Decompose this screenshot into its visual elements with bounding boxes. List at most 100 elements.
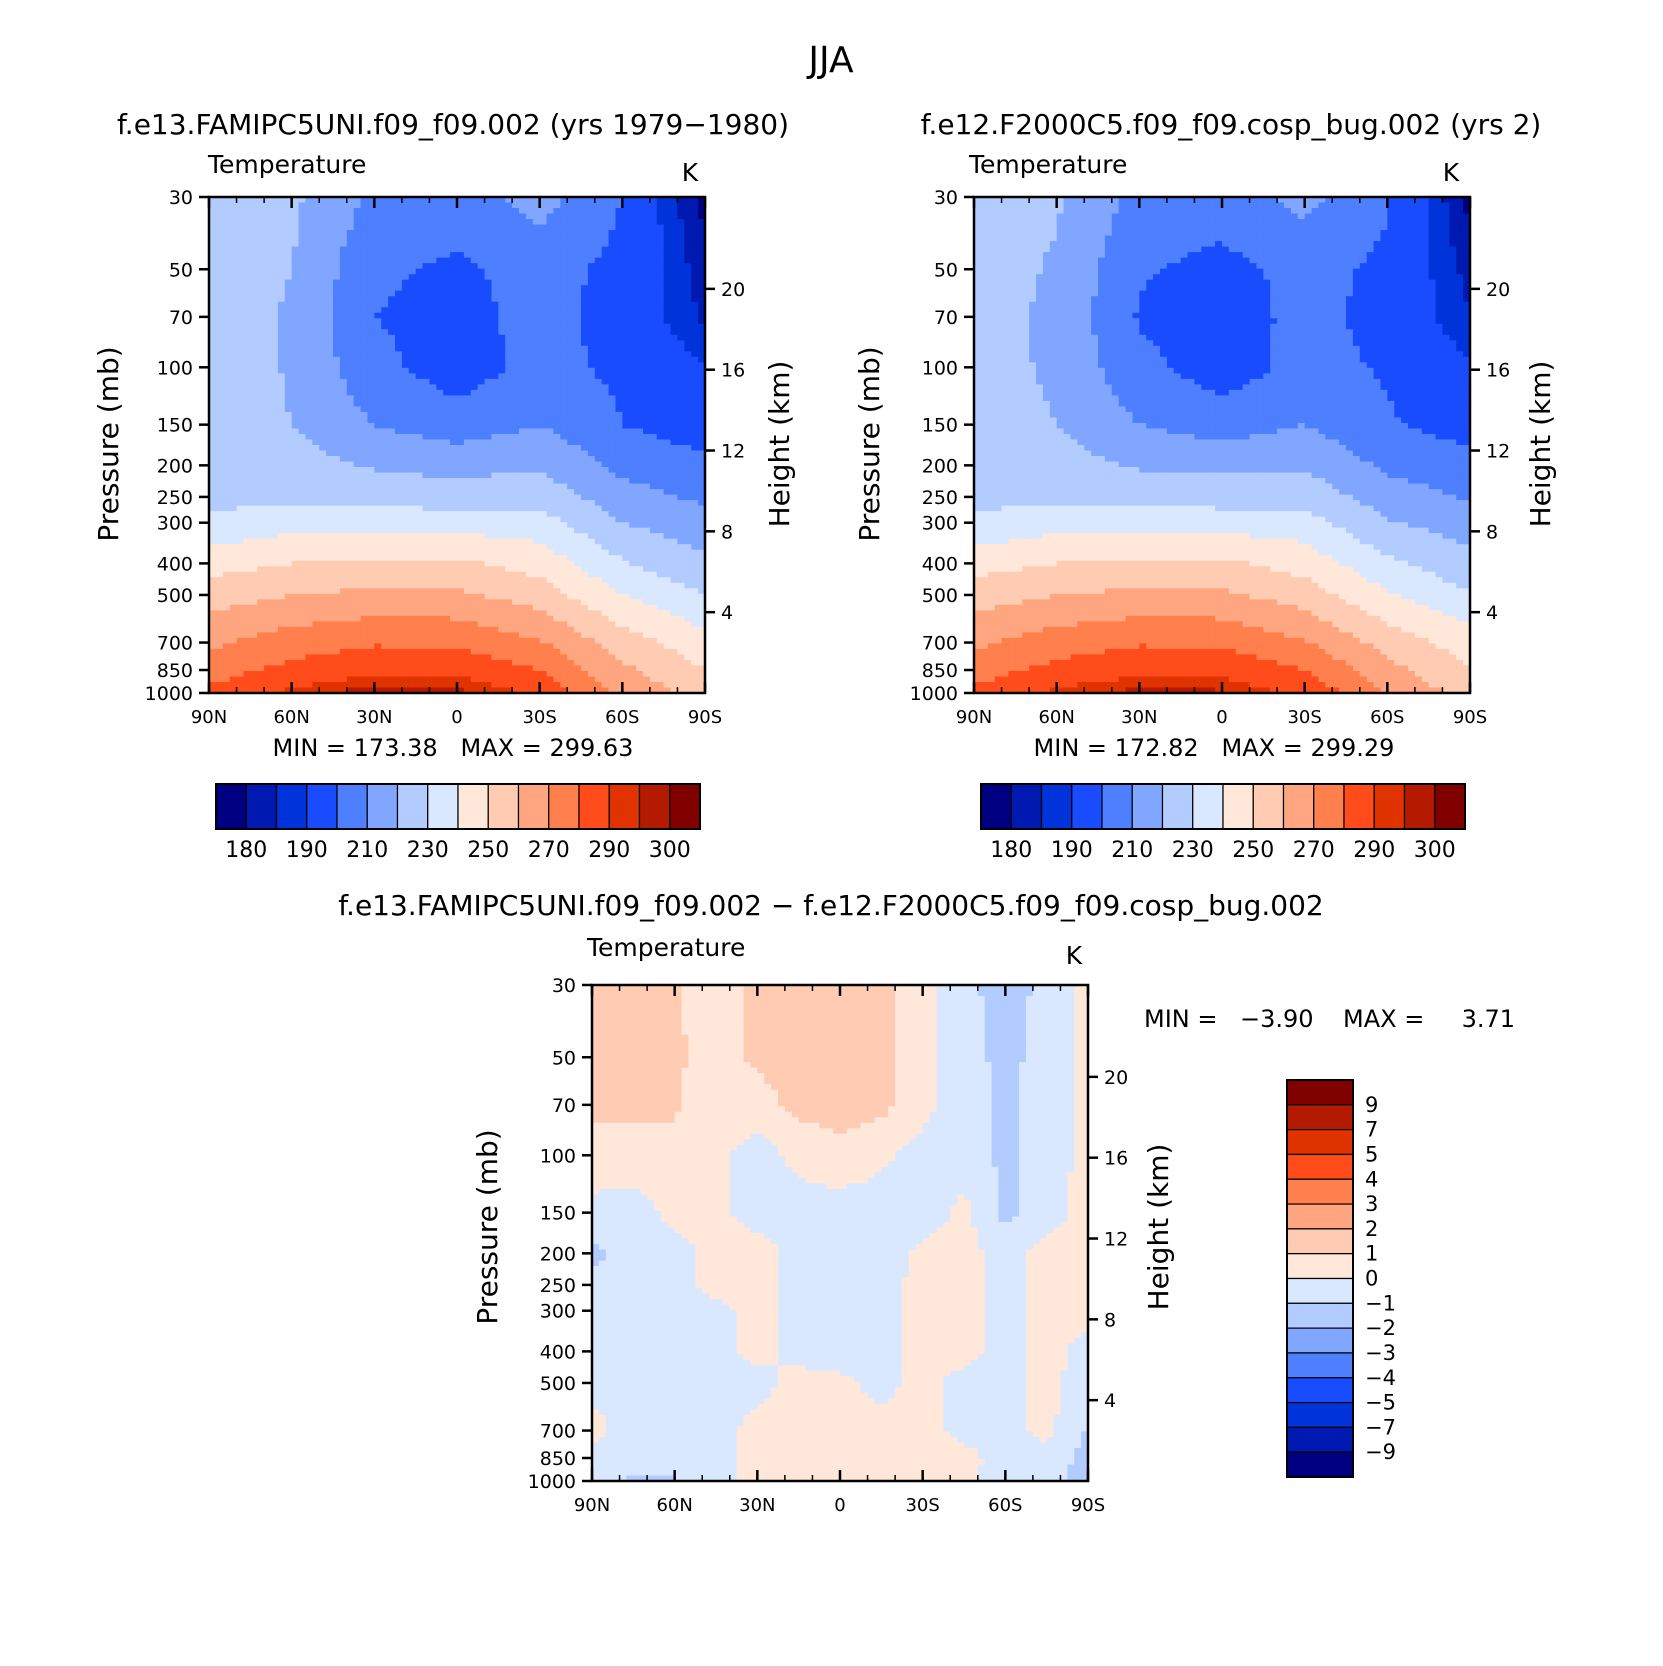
panel-top-left-field-cell [326,378,334,385]
panel-top-left-field-cell [277,560,286,567]
panel-top-left-field-cell [581,467,589,474]
panel-top-left-field-cell [422,285,431,292]
panel-top-left-field-cell [291,213,300,220]
panel-top-left-field-cell [367,356,375,363]
panel-top-left-field-cell [374,566,382,573]
panel-top-left-field-cell [553,566,561,573]
panel-top-left-field-cell [656,489,665,496]
panel-top-left-field-cell [581,461,589,468]
panel-top-left-field-cell [491,334,499,341]
panel-top-left-field-cell [271,522,279,529]
panel-top-left-field-cell [395,406,403,413]
panel-top-left-field-cell [587,378,596,385]
panel-top-left-field-cell [684,417,692,424]
panel-top-left-field-cell [326,351,334,358]
panel-top-left-field-cell [408,422,417,430]
panel-top-left-field-cell [636,257,644,264]
panel-top-left-field-cell [636,400,644,408]
panel-top-left-field-cell [567,263,575,270]
panel-top-left-field-cell [264,500,272,507]
panel-top-left-field-cell [215,389,224,396]
panel-top-left-field-cell [594,356,603,363]
panel-top-left-field-cell [360,241,369,248]
panel-top-left-field-cell [339,522,348,529]
panel-top-left-field-cell [257,461,265,468]
panel-top-left-field-cell [636,345,644,352]
panel-top-left-field-cell [560,340,568,347]
panel-top-left-field-cell [636,478,644,485]
panel-top-left-field-cell [656,478,665,485]
panel-top-left-field-cell [250,312,258,319]
panel-top-left-field-cell [353,202,362,209]
panel-top-left-field-cell [470,263,479,270]
panel-top-left-field-cell [429,252,437,259]
panel-top-left-field-cell [436,422,444,430]
panel-top-left-field-cell [484,290,493,297]
panel-top-left-field-cell [415,522,424,529]
panel-top-left-field-cell [574,527,582,534]
panel-top-left-field-cell [291,483,300,490]
panel-top-left-field-cell [236,274,245,281]
panel-top-left-field-cell [257,472,265,479]
panel-top-left-field-cell [222,417,231,424]
panel-top-left-field-cell [643,367,651,374]
panel-top-left-field-cell [484,428,493,435]
panel-top-left-field-cell [546,285,555,292]
panel-top-left-field-cell [532,400,541,408]
panel-top-left-field-cell [663,224,672,231]
panel-top-left-field-cell [236,285,245,292]
panel-top-left-field-cell [470,213,479,220]
panel-top-left-field-cell [553,411,561,419]
panel-top-left-field-cell [553,252,561,259]
panel-top-left-field-cell [298,533,307,540]
panel-top-left-field-cell [532,456,541,463]
panel-top-left-field-cell [470,362,479,369]
panel-top-left-field-cell [264,445,272,452]
panel-top-left-field-cell [698,235,706,242]
panel-top-left-field-cell [622,202,630,209]
panel-top-left-field-cell [457,252,465,259]
panel-top-left-field-cell [236,257,245,264]
panel-top-left-field-cell [546,356,555,363]
panel-top-left-field-cell [684,472,692,479]
panel-top-left-field-cell [284,489,293,496]
panel-top-left-field-cell [291,571,300,578]
panel-top-left-field-cell [601,461,610,468]
panel-top-left-field-cell [463,533,472,540]
panel-top-left-field-cell [215,527,224,534]
panel-top-left-field-cell [663,560,672,567]
panel-top-left-field-cell [298,224,307,231]
panel-top-left-field-cell [305,384,313,391]
panel-top-left-field-cell [519,411,527,419]
panel-top-left-field-cell [574,224,582,231]
panel-top-left-field-cell [236,268,245,275]
panel-top-left-field-cell [587,400,596,408]
panel-top-left-field-cell [553,505,561,512]
panel-top-left-field-cell [360,472,369,479]
panel-top-left-field-cell [209,296,217,303]
panel-top-left-field-cell [319,489,327,496]
panel-top-left-field-cell [429,362,437,369]
panel-top-left-field-cell [491,411,499,419]
panel-top-left-field-cell [636,340,644,347]
panel-top-left-field-cell [415,252,424,259]
panel-top-left-field-cell [587,285,596,292]
panel-top-left-field-cell [305,323,313,330]
panel-top-left-field-cell [305,577,313,584]
panel-top-left-field-cell [629,549,637,556]
panel-top-left-field-cell [594,296,603,303]
panel-top-left-field-cell [656,411,665,419]
panel-top-left-field-cell [601,367,610,374]
panel-top-left-field-cell [587,560,596,567]
panel-top-left-field-cell [512,318,520,325]
panel-top-left-field-cell [581,290,589,297]
panel-top-left-field-cell [698,230,706,237]
panel-top-left-field-cell [457,395,465,402]
panel-top-left-field-cell [622,516,630,523]
panel-top-left-field-cell [319,224,327,231]
panel-top-left-field-cell [215,516,224,523]
panel-top-left-field-cell [498,224,506,231]
panel-top-left-field-cell [615,549,623,556]
panel-top-left-field-cell [560,505,568,512]
panel-top-left-field-cell [684,406,692,413]
